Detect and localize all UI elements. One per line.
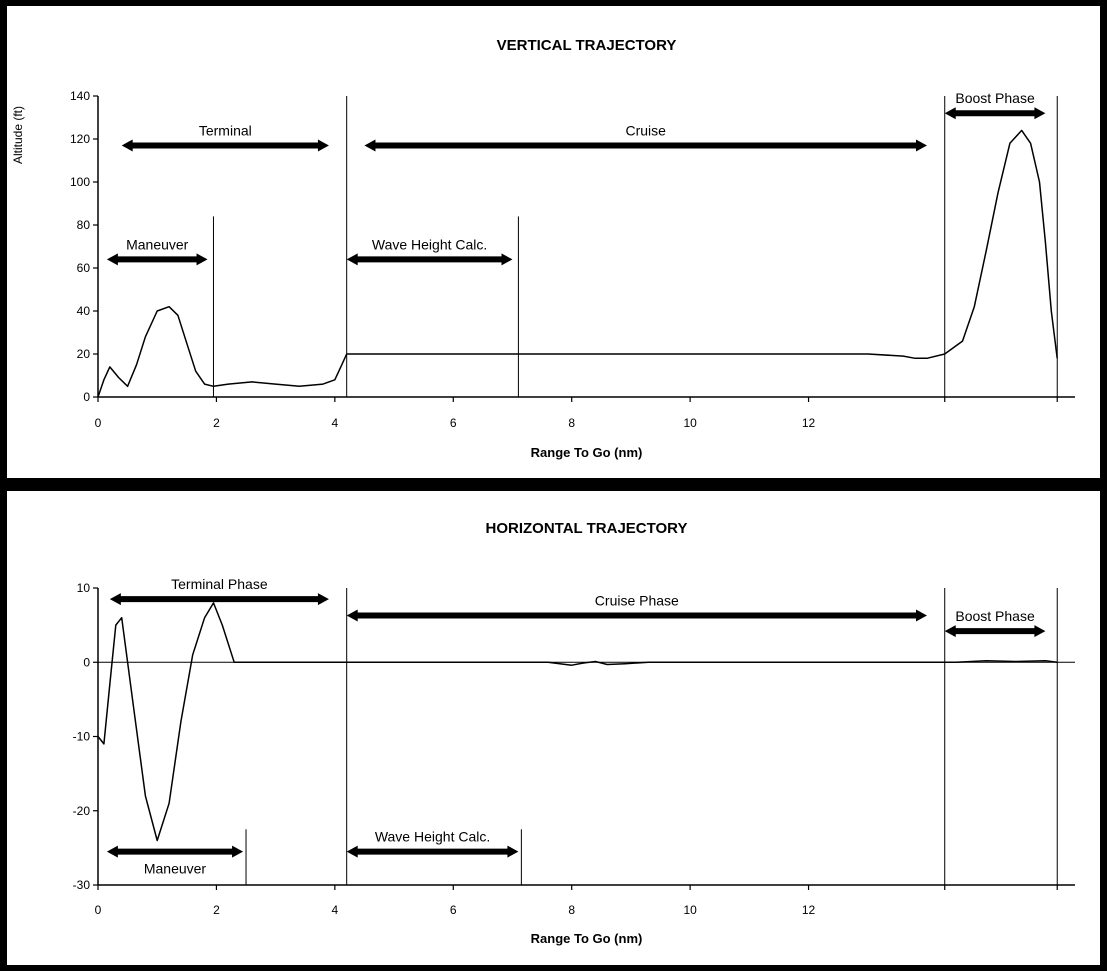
y-tick-label: 20 <box>77 347 91 361</box>
phase-arrow-head-right <box>1034 107 1046 120</box>
vertical-trajectory-panel <box>0 0 1107 485</box>
phase-arrow-head-left <box>109 593 121 606</box>
x-tick-label: 2 <box>213 903 220 917</box>
phase-label: Terminal <box>199 122 252 138</box>
phase-arrow-head-right <box>232 845 244 858</box>
chart-title: HORIZONTAL TRAJECTORY <box>486 520 688 537</box>
phase-arrow-head-left <box>121 139 133 152</box>
phase-label: Cruise <box>625 122 666 138</box>
y-tick-label: 10 <box>77 581 91 595</box>
phase-arrow-head-left <box>944 107 956 120</box>
y-tick-label: -30 <box>73 878 91 892</box>
phase-label: Wave Height Calc. <box>372 236 487 252</box>
trajectory-line <box>97 602 1058 842</box>
phase-arrow-head-right <box>317 593 329 606</box>
y-tick-label: 40 <box>77 304 91 318</box>
x-tick-label: 0 <box>95 416 102 430</box>
y-tick-label: 140 <box>70 89 90 103</box>
y-axis-label: Altitude (ft) <box>11 106 25 164</box>
phase-arrow-head-right <box>317 139 329 152</box>
phase-arrow-head-left <box>106 253 118 266</box>
x-tick-label: 12 <box>802 416 816 430</box>
x-tick-label: 6 <box>450 903 457 917</box>
phase-arrow-head-left <box>346 609 358 622</box>
y-tick-label: 100 <box>70 175 90 189</box>
phase-label: Maneuver <box>144 861 207 877</box>
phase-arrow-head-right <box>196 253 208 266</box>
chart-title: VERTICAL TRAJECTORY <box>497 37 677 54</box>
x-tick-label: 12 <box>802 903 816 917</box>
x-tick-label: 4 <box>332 416 339 430</box>
y-tick-label: 0 <box>83 390 90 404</box>
phase-arrow-head-left <box>346 845 358 858</box>
x-tick-label: 8 <box>568 903 575 917</box>
phase-arrow-head-left <box>944 625 956 638</box>
x-tick-label: 0 <box>95 903 102 917</box>
y-tick-label: -10 <box>73 730 91 744</box>
y-tick-label: -20 <box>73 804 91 818</box>
phase-arrow-head-left <box>106 845 118 858</box>
y-tick-label: 0 <box>83 655 90 669</box>
phase-arrow-head-right <box>915 139 927 152</box>
y-tick-label: 80 <box>77 218 91 232</box>
phase-arrow-head-right <box>507 845 519 858</box>
trajectory-line <box>97 129 1058 398</box>
phase-arrow-head-left <box>364 139 376 152</box>
horizontal-trajectory-panel <box>0 485 1107 971</box>
y-tick-label: 60 <box>77 261 91 275</box>
phase-label: Terminal Phase <box>171 576 268 592</box>
phase-arrow-head-right <box>501 253 513 266</box>
x-tick-label: 4 <box>332 903 339 917</box>
x-axis-label: Range To Go (nm) <box>531 445 643 460</box>
phase-arrow-head-right <box>1034 625 1046 638</box>
phase-arrow-head-right <box>915 609 927 622</box>
y-tick-label: 120 <box>70 132 90 146</box>
x-tick-label: 10 <box>683 416 697 430</box>
x-tick-label: 8 <box>568 416 575 430</box>
x-axis-label: Range To Go (nm) <box>531 931 643 946</box>
x-tick-label: 6 <box>450 416 457 430</box>
phase-label: Boost Phase <box>955 608 1035 624</box>
phase-arrow-head-left <box>346 253 358 266</box>
phase-label: Wave Height Calc. <box>375 829 490 845</box>
x-tick-label: 2 <box>213 416 220 430</box>
phase-label: Boost Phase <box>955 90 1035 106</box>
phase-label: Cruise Phase <box>595 592 679 608</box>
x-tick-label: 10 <box>683 903 697 917</box>
phase-label: Maneuver <box>126 236 189 252</box>
